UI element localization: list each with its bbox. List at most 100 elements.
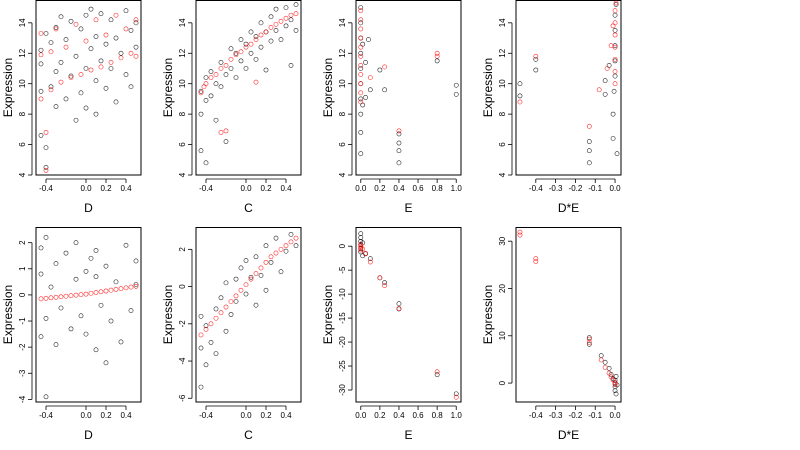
plot-frame (355, 227, 462, 403)
observed-point (233, 75, 239, 81)
observed-point (358, 151, 364, 157)
observed-point (73, 276, 79, 282)
plot-frame (515, 0, 622, 176)
fitted-point (612, 56, 618, 62)
y-tick-label: 14 (338, 18, 347, 27)
y-tick-label: -2 (178, 320, 187, 328)
observed-point (128, 308, 134, 313)
fitted-point (268, 24, 274, 30)
observed-point (93, 274, 99, 280)
fitted-point (602, 365, 608, 370)
fitted-point (598, 357, 604, 363)
observed-point (453, 391, 459, 397)
y-tick-label: 10 (178, 79, 187, 88)
y-tick-label: 12 (498, 48, 507, 57)
fitted-points (198, 11, 299, 135)
observed-point (113, 99, 119, 105)
x-tick-label: -0.4 (529, 184, 543, 193)
observed-point (133, 44, 139, 50)
observed-point (208, 69, 214, 74)
observed-point (203, 362, 209, 368)
y-axis-title: Expression (481, 285, 495, 344)
plot-frame (35, 227, 142, 403)
y-tick-label: 12 (18, 48, 27, 57)
fitted-point (63, 44, 69, 50)
fitted-point (43, 129, 49, 135)
observed-point (133, 282, 139, 287)
x-tick-label: 0.6 (412, 184, 424, 193)
observed-point (253, 34, 259, 39)
fitted-point (434, 53, 440, 59)
fitted-point (133, 17, 139, 23)
fitted-point (613, 0, 619, 6)
observed-point (68, 73, 74, 79)
y-tick-label: -20 (338, 336, 347, 348)
observed-point (228, 66, 234, 71)
x-tick-label: 0.4 (120, 411, 132, 420)
fitted-point (223, 128, 229, 134)
x-tick-label: 0.2 (260, 184, 272, 193)
observed-point (203, 323, 209, 329)
x-tick-label: 0.6 (412, 411, 424, 420)
x-tick-label: -0.4 (39, 411, 53, 420)
fitted-point (53, 26, 59, 32)
y-tick-label: 8 (178, 111, 187, 116)
observed-point (293, 243, 299, 249)
fitted-point (123, 285, 129, 291)
fitted-point (263, 259, 269, 265)
observed-point (434, 372, 440, 378)
observed-point (43, 31, 49, 36)
x-axis-title: D (84, 428, 93, 442)
y-tick-label: -10 (338, 288, 347, 300)
x-axis-title: E (404, 201, 412, 215)
observed-point (367, 87, 373, 93)
observed-point (533, 56, 539, 62)
observed-point (382, 87, 388, 93)
fitted-points (517, 229, 618, 387)
fitted-point (218, 310, 224, 316)
fitted-point (208, 321, 214, 327)
plot-frame (355, 0, 462, 176)
observed-point (278, 269, 284, 275)
observed-point (358, 129, 364, 135)
observed-point (453, 82, 459, 88)
observed-point (43, 235, 49, 240)
observed-point (43, 394, 49, 400)
observed-point (610, 111, 616, 117)
fitted-point (103, 32, 109, 38)
fitted-point (218, 66, 224, 71)
observed-point (198, 88, 204, 94)
observed-point (243, 291, 249, 297)
fitted-point (358, 63, 364, 68)
fitted-point (248, 276, 254, 282)
observed-point (612, 28, 618, 33)
fitted-point (586, 123, 592, 129)
observed-point (223, 328, 229, 334)
observed-point (118, 50, 124, 56)
fitted-point (108, 287, 114, 293)
fitted-point (128, 50, 134, 56)
observed-point (73, 240, 79, 246)
fitted-point (213, 72, 219, 77)
fitted-points (38, 283, 139, 302)
fitted-point (278, 18, 284, 24)
fitted-point (133, 283, 139, 289)
y-tick-label: 4 (338, 172, 347, 177)
y-tick-label: 0 (178, 284, 187, 289)
observed-point (43, 145, 49, 151)
observed-point (58, 305, 64, 311)
y-tick-label: 4 (178, 172, 187, 177)
x-tick-label: -0.2 (569, 411, 583, 420)
fitted-point (608, 43, 614, 49)
fitted-point (517, 229, 523, 235)
observed-point (98, 302, 104, 308)
x-tick-label: 0.2 (260, 411, 272, 420)
observed-point (533, 67, 539, 73)
observed-point (358, 235, 364, 240)
x-tick-label: -0.3 (549, 184, 563, 193)
fitted-point (612, 32, 618, 38)
observed-point (53, 69, 59, 74)
fitted-point (263, 29, 269, 35)
fitted-point (43, 168, 49, 173)
